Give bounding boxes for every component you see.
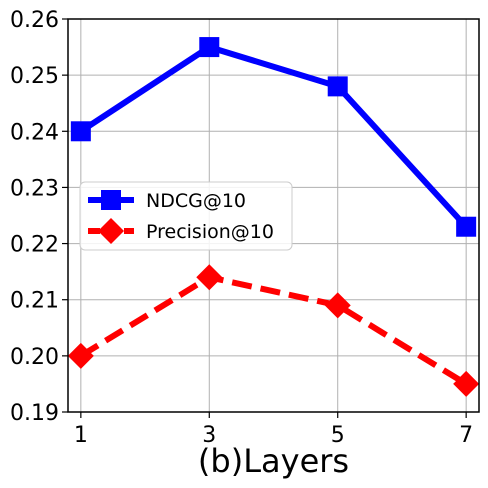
legend-label: Precision@10 — [146, 221, 274, 243]
series-square — [70, 37, 477, 237]
y-tick-label: 0.25 — [10, 64, 59, 89]
data-point — [453, 370, 480, 397]
legend-label: NDCG@10 — [146, 190, 246, 212]
data-point — [70, 121, 91, 142]
data-point — [327, 76, 348, 97]
x-tick-label: 3 — [202, 423, 216, 448]
y-tick-label: 0.24 — [10, 120, 59, 145]
plot-frame — [67, 18, 480, 413]
y-tick-label: 0.23 — [10, 176, 59, 201]
data-point — [456, 216, 477, 237]
y-axis: 0.19 0.20 0.21 0.22 0.23 0.24 0.25 0.26 — [10, 8, 68, 426]
series-layer — [67, 37, 480, 397]
x-axis: 1 3 5 7 — [74, 412, 473, 448]
x-tick-label: 5 — [331, 423, 345, 448]
y-tick-label: 0.20 — [10, 345, 59, 370]
y-tick-label: 0.26 — [10, 8, 59, 33]
legend-swatch-marker — [98, 218, 124, 244]
legend: NDCG@10 Precision@10 — [79, 181, 293, 251]
series-diamond — [67, 264, 480, 397]
data-point — [196, 264, 223, 291]
x-tick-label: 1 — [74, 423, 88, 448]
data-point — [67, 342, 94, 369]
data-point — [324, 292, 351, 319]
x-tick-label: 7 — [459, 423, 473, 448]
y-tick-label: 0.22 — [10, 233, 59, 258]
series-line — [79, 43, 469, 229]
y-tick-label: 0.21 — [10, 289, 59, 314]
x-axis-label: (b)Layers — [198, 442, 349, 480]
legend-swatch-marker — [101, 190, 121, 210]
y-tick-label: 0.19 — [10, 401, 59, 426]
series-line — [79, 274, 468, 387]
data-point — [199, 37, 220, 58]
